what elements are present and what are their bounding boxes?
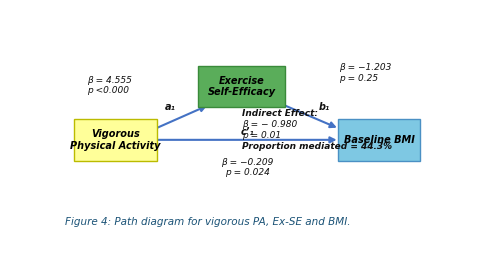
FancyBboxPatch shape [198, 67, 285, 107]
Text: β = −0.209
p = 0.024: β = −0.209 p = 0.024 [221, 158, 274, 177]
Text: Indirect Effect:: Indirect Effect: [242, 109, 317, 118]
Text: β = 4.555
p <0.000: β = 4.555 p <0.000 [87, 75, 132, 95]
Text: Baseline BMI: Baseline BMI [344, 135, 415, 145]
Text: c’₁: c’₁ [240, 127, 254, 137]
Text: β = − 0.980: β = − 0.980 [242, 120, 297, 129]
Text: β = −1.203
p = 0.25: β = −1.203 p = 0.25 [339, 63, 392, 83]
Text: Vigorous
Physical Activity: Vigorous Physical Activity [70, 129, 160, 151]
Text: a₁: a₁ [165, 102, 175, 112]
Text: b₁: b₁ [319, 102, 330, 112]
FancyBboxPatch shape [338, 119, 420, 161]
Text: Exercise
Self-Efficacy: Exercise Self-Efficacy [208, 76, 276, 97]
Text: Figure 4: Path diagram for vigorous PA, Ex-SE and BMI.: Figure 4: Path diagram for vigorous PA, … [65, 217, 350, 227]
Text: p = 0.01: p = 0.01 [242, 131, 281, 140]
Text: Proportion mediated = 44.3%: Proportion mediated = 44.3% [242, 142, 392, 151]
FancyBboxPatch shape [74, 119, 157, 161]
